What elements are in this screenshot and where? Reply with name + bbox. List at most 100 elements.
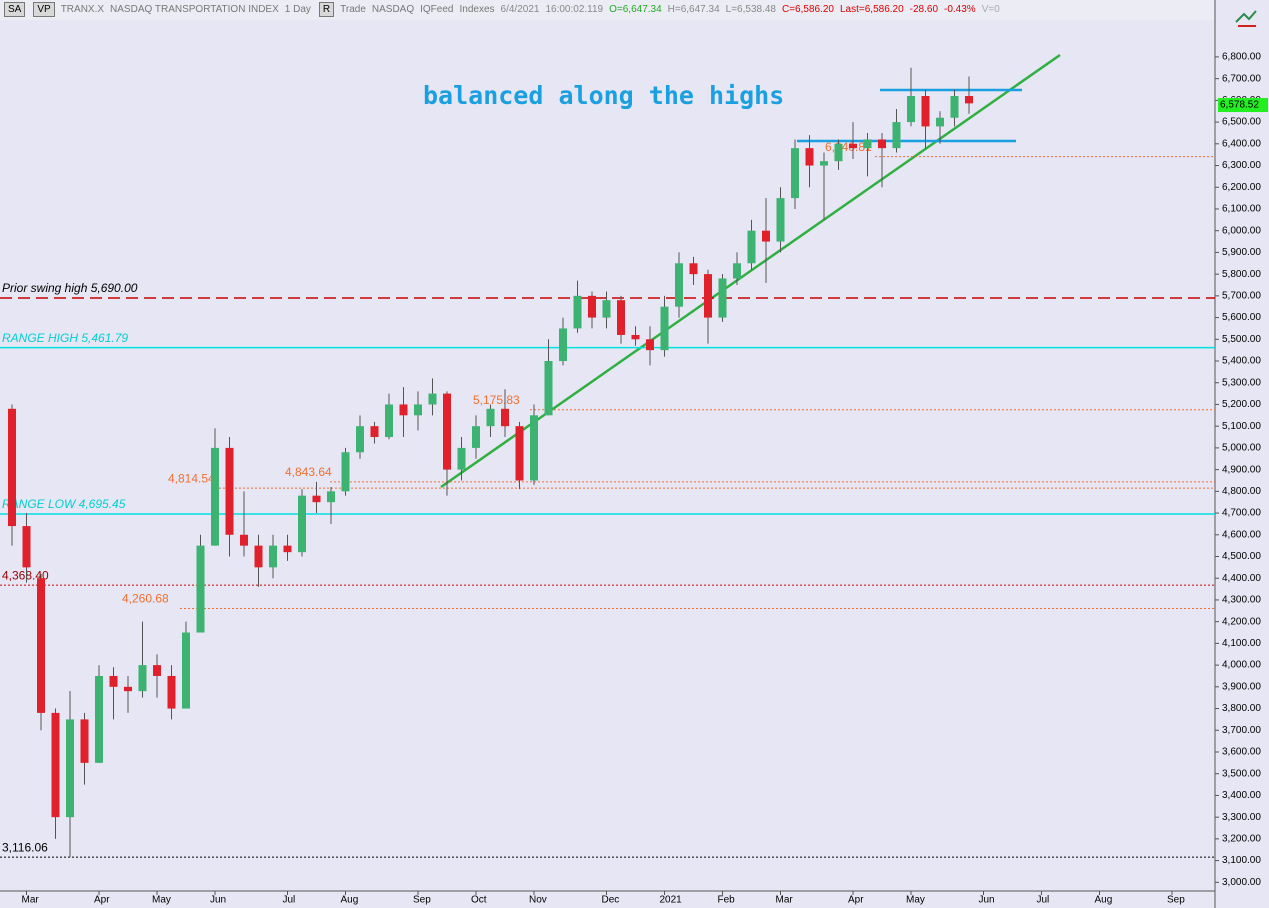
y-tick-label: 6,800.00 xyxy=(1222,52,1261,63)
toolbar-text: -0.43% xyxy=(944,4,976,15)
toolbar-text: 6/4/2021 xyxy=(500,4,540,15)
y-tick-label: 4,100.00 xyxy=(1222,638,1261,649)
toolbar-button[interactable]: R xyxy=(318,2,335,17)
level-label: RANGE HIGH 5,461.79 xyxy=(2,331,128,345)
candle-body xyxy=(385,404,393,438)
candle-body xyxy=(138,665,147,692)
candle-body xyxy=(892,122,901,149)
x-tick-label: Jun xyxy=(979,895,995,906)
y-tick-label: 6,300.00 xyxy=(1222,160,1261,171)
x-tick-label: Apr xyxy=(848,895,864,906)
candle-body xyxy=(327,491,335,503)
last-price-badge xyxy=(1218,98,1268,113)
candle-body xyxy=(689,263,698,275)
candle-body xyxy=(341,452,350,492)
x-tick-label: Dec xyxy=(602,895,620,906)
candle-body xyxy=(399,404,408,416)
x-tick-label: Aug xyxy=(1095,895,1113,906)
candle-body xyxy=(515,426,524,481)
candle-body xyxy=(791,148,799,199)
y-tick-label: 6,400.00 xyxy=(1222,138,1261,149)
toolbar-button[interactable]: SA xyxy=(4,2,26,17)
x-tick-label: Feb xyxy=(718,895,736,906)
y-tick-label: 3,800.00 xyxy=(1222,703,1261,714)
level-label: 5,175.83 xyxy=(473,393,520,407)
candle-body xyxy=(486,408,495,427)
toolbar-text: C=6,586.20 xyxy=(781,4,834,15)
y-tick-label: 4,400.00 xyxy=(1222,573,1261,584)
candle-body xyxy=(646,339,654,351)
y-tick-label: 5,900.00 xyxy=(1222,247,1261,258)
candle-body xyxy=(863,139,872,149)
toolbar-text: H=6,647.34 xyxy=(667,4,720,15)
level-label: 4,260.68 xyxy=(122,592,169,606)
y-tick-label: 5,800.00 xyxy=(1222,269,1261,280)
y-tick-label: 4,800.00 xyxy=(1222,486,1261,497)
candle-body xyxy=(936,117,944,127)
y-tick-label: 3,300.00 xyxy=(1222,812,1261,823)
y-tick-label: 3,000.00 xyxy=(1222,877,1261,888)
candle-body xyxy=(153,665,161,676)
y-tick-label: 5,000.00 xyxy=(1222,443,1261,454)
level-label: RANGE LOW 4,695.45 xyxy=(2,497,126,511)
x-tick-label: Sep xyxy=(1167,895,1185,906)
toolbar-text: 16:00:02.119 xyxy=(545,4,604,15)
x-tick-label: Oct xyxy=(471,895,487,906)
y-tick-label: 4,500.00 xyxy=(1222,551,1261,562)
level-label: Prior swing high 5,690.00 xyxy=(2,281,138,295)
candle-body xyxy=(240,534,248,546)
toolbar-text: NASDAQ TRANSPORTATION INDEX xyxy=(110,4,279,15)
toolbar-text: Indexes xyxy=(459,4,495,15)
candle-body xyxy=(124,686,132,692)
toolbar-text: -28.60 xyxy=(909,4,939,15)
candle-body xyxy=(950,96,959,118)
y-tick-label: 4,600.00 xyxy=(1222,529,1261,540)
toolbar-text: O=6,647.34 xyxy=(609,4,662,15)
toolbar-text: TRANX.X xyxy=(60,4,105,15)
x-tick-label: May xyxy=(152,895,171,906)
candle-body xyxy=(370,426,379,438)
y-tick-label: 5,300.00 xyxy=(1222,377,1261,388)
candle-body xyxy=(544,361,553,416)
y-tick-label: 3,400.00 xyxy=(1222,790,1261,801)
candle-body xyxy=(37,578,45,713)
y-tick-label: 3,600.00 xyxy=(1222,747,1261,758)
candle-body xyxy=(631,334,640,340)
y-tick-label: 4,000.00 xyxy=(1222,660,1261,671)
candle-body xyxy=(225,447,234,535)
y-tick-label: 6,200.00 xyxy=(1222,182,1261,193)
candle-body xyxy=(211,447,219,546)
candle-body xyxy=(588,295,596,318)
y-tick-label: 3,200.00 xyxy=(1222,834,1261,845)
candle-body xyxy=(660,306,669,351)
x-tick-label: Aug xyxy=(341,895,359,906)
y-tick-label: 6,100.00 xyxy=(1222,204,1261,215)
toolbar-text: L=6,538.48 xyxy=(725,4,776,15)
x-tick-label: Sep xyxy=(413,895,431,906)
y-tick-label: 4,200.00 xyxy=(1222,616,1261,627)
y-tick-label: 4,900.00 xyxy=(1222,464,1261,475)
candle-body xyxy=(167,675,176,709)
x-tick-label: 2021 xyxy=(660,895,683,906)
drawings xyxy=(440,53,1061,489)
candle-body xyxy=(443,393,451,470)
candle-body xyxy=(182,632,190,709)
toolbar: SA VP TRANX.X NASDAQ TRANSPORTATION INDEX 1 … xyxy=(0,0,1215,20)
candle-body xyxy=(530,415,538,481)
candle-body xyxy=(834,143,843,162)
candle-body xyxy=(80,719,89,763)
y-tick-label: 5,100.00 xyxy=(1222,421,1261,432)
toolbar-button[interactable]: VP xyxy=(33,2,55,17)
toolbar-text: V=0 xyxy=(981,4,1000,15)
x-tick-label: Mar xyxy=(22,895,40,906)
candle-body xyxy=(849,143,857,149)
candle-body xyxy=(356,426,364,453)
candle-body xyxy=(617,300,625,335)
candle-body xyxy=(472,426,480,448)
candle-body xyxy=(51,712,60,818)
candle-body xyxy=(312,495,321,503)
candle-body xyxy=(965,96,973,104)
last-price-label: 6,578.52 xyxy=(1220,100,1259,111)
level-label: 4,814.54 xyxy=(168,471,215,485)
